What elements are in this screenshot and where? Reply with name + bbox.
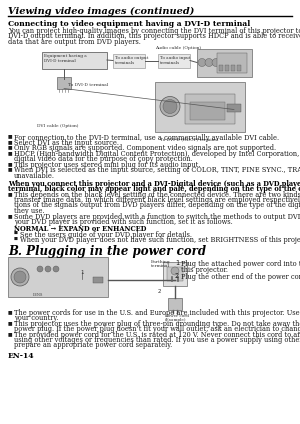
Text: your DVD player is provided with such function, set it as follows.: your DVD player is provided with such fu… (14, 218, 233, 226)
Bar (217, 53, 247, 73)
Bar (225, 64, 229, 70)
Bar (190, 101, 225, 120)
Text: ■: ■ (8, 191, 13, 196)
Bar (155, 81, 245, 131)
Text: ■: ■ (8, 213, 13, 218)
Circle shape (198, 59, 206, 67)
Text: To DVI-D terminal: To DVI-D terminal (68, 83, 108, 86)
Text: LENS: LENS (33, 293, 44, 297)
Text: power plug. If the power plug doesn’t fit your wall outlet, ask an electrician t: power plug. If the power plug doesn’t fi… (14, 325, 300, 333)
Bar (8, 257, 108, 297)
Text: ■: ■ (8, 309, 13, 314)
Bar (197, 48, 252, 76)
Text: terminal, black color may appear light and pale, depending on the type of the co: terminal, black color may appear light a… (8, 185, 300, 193)
Text: NORMAL → EXPAND or ENHANCED: NORMAL → EXPAND or ENHANCED (14, 225, 146, 233)
Text: When DVI is selected as the input source, setting of COLOR, TINT, FINE SYNC., TR: When DVI is selected as the input source… (14, 167, 300, 175)
Text: ■: ■ (8, 331, 13, 336)
Text: To audio input: To audio input (160, 56, 190, 59)
Text: EN-14: EN-14 (8, 351, 34, 360)
Text: Plug the attached power cord into the power cord inlet of: Plug the attached power cord into the po… (181, 260, 300, 268)
Bar (113, 53, 145, 67)
Text: You can project high-quality images by connecting the DVI terminal of this proje: You can project high-quality images by c… (8, 27, 300, 35)
Circle shape (53, 266, 59, 272)
Text: HDCP (High-bandwidth Digital Content Protection), developed by Intel Corporation: HDCP (High-bandwidth Digital Content Pro… (14, 150, 300, 158)
Bar (167, 267, 183, 281)
Bar (237, 64, 241, 70)
Text: Equipment having a: Equipment having a (44, 53, 87, 58)
Text: terminals: terminals (115, 61, 135, 64)
Text: This projector uses the power plug of three-pin grounding type. Do not take away: This projector uses the power plug of th… (14, 320, 300, 328)
Text: Viewing video images (continued): Viewing video images (continued) (8, 7, 194, 16)
Text: For connection to the DVI-D terminal, use a commercially available DVI cable.: For connection to the DVI-D terminal, us… (14, 134, 279, 142)
Text: your country.: your country. (14, 314, 59, 322)
Bar (158, 53, 190, 67)
Text: ■: ■ (8, 320, 13, 325)
Text: terminal: terminal (151, 264, 170, 268)
Bar (185, 94, 235, 123)
Bar (93, 277, 103, 283)
Text: Earthing: Earthing (151, 260, 171, 264)
Text: unavailable.: unavailable. (14, 172, 55, 180)
Text: data that are output from DVD players.: data that are output from DVD players. (8, 38, 141, 46)
Circle shape (45, 266, 51, 272)
Text: 1: 1 (80, 270, 83, 275)
Text: ■: ■ (8, 150, 13, 155)
Text: This projector uses stereo mini plug for its audio input.: This projector uses stereo mini plug for… (14, 161, 200, 169)
Circle shape (205, 59, 213, 67)
Text: DVI-D output terminal. In addition, this projector supports HDCP and is able to : DVI-D output terminal. In addition, this… (8, 33, 300, 41)
Text: Power cord: Power cord (165, 314, 189, 318)
Text: When your DVD player does not have such function, set BRIGHTNESS of this project: When your DVD player does not have such … (20, 237, 300, 245)
Text: See the users guide of your DVD player for details.: See the users guide of your DVD player f… (20, 231, 192, 239)
Text: (Example): (Example) (165, 318, 187, 322)
Text: DVI-D terminal: DVI-D terminal (44, 59, 76, 62)
Text: Plug the other end of the power cord into a power outlet.: Plug the other end of the power cord int… (181, 273, 300, 281)
Text: When you connect this projector and a DVI-Digital device (such as a DVD player) : When you connect this projector and a DV… (8, 179, 300, 187)
Bar (168, 298, 182, 310)
Text: Connecting to video equipment having a DVI-D terminal: Connecting to video equipment having a D… (8, 20, 250, 28)
Bar (163, 262, 187, 286)
Text: prepare an appropriate power cord separately.: prepare an appropriate power cord separa… (14, 341, 172, 349)
Text: To DVI-D (HDCP) terminal: To DVI-D (HDCP) terminal (160, 137, 218, 142)
Text: ■: ■ (8, 139, 13, 144)
Circle shape (171, 267, 179, 275)
Text: Audio cable (Option): Audio cable (Option) (155, 47, 201, 50)
Text: This depends on the black level setting of the connected device. There are two k: This depends on the black level setting … (14, 191, 300, 199)
Text: 2: 2 (158, 289, 161, 294)
Text: tions of the signals output from DVD players differ, depending on the type of th: tions of the signals output from DVD pla… (14, 201, 300, 209)
Text: ■: ■ (8, 161, 13, 166)
Text: ■: ■ (8, 145, 13, 150)
Text: ■: ■ (14, 231, 18, 235)
Text: To audio output: To audio output (115, 56, 148, 59)
Text: B. Plugging in the power cord: B. Plugging in the power cord (8, 245, 206, 258)
Circle shape (14, 271, 26, 283)
Circle shape (11, 268, 29, 286)
Text: terminals: terminals (160, 61, 180, 64)
Text: ■: ■ (14, 237, 18, 240)
Circle shape (160, 97, 180, 117)
Bar (227, 103, 241, 112)
Circle shape (37, 266, 43, 272)
Text: Only RGB signals are supported. Component video signals are not supported.: Only RGB signals are supported. Componen… (14, 145, 276, 153)
Text: transfer image data, in which different black level settings are employed respec: transfer image data, in which different … (14, 196, 300, 204)
Text: they use.: they use. (14, 206, 45, 215)
Circle shape (163, 100, 177, 114)
Text: Some DVD players are provided with a function to switch the methods to output DV: Some DVD players are provided with a fun… (14, 213, 300, 221)
Text: The provided power cord for the U.S. is rated at 120 V. Never connect this cord : The provided power cord for the U.S. is … (14, 331, 300, 339)
Bar (57, 76, 71, 89)
Text: ■: ■ (8, 167, 13, 171)
Text: The power cords for use in the U.S. and Europe are included with this projector.: The power cords for use in the U.S. and … (14, 309, 300, 317)
Text: DVI cable (Option): DVI cable (Option) (37, 123, 78, 128)
Text: Select DVI as the input source.: Select DVI as the input source. (14, 139, 119, 147)
Text: using other voltages or frequencies than rated. If you use a power supply using : using other voltages or frequencies than… (14, 336, 300, 344)
Bar (42, 51, 107, 69)
Text: 2: 2 (175, 273, 179, 279)
Text: this projector.: this projector. (181, 265, 228, 273)
Text: digital video data for the purpose of copy protection.: digital video data for the purpose of co… (14, 155, 193, 163)
Text: ■: ■ (8, 134, 13, 139)
Bar (231, 64, 235, 70)
Bar (219, 64, 223, 70)
Text: 1: 1 (175, 260, 179, 266)
Circle shape (212, 59, 220, 67)
